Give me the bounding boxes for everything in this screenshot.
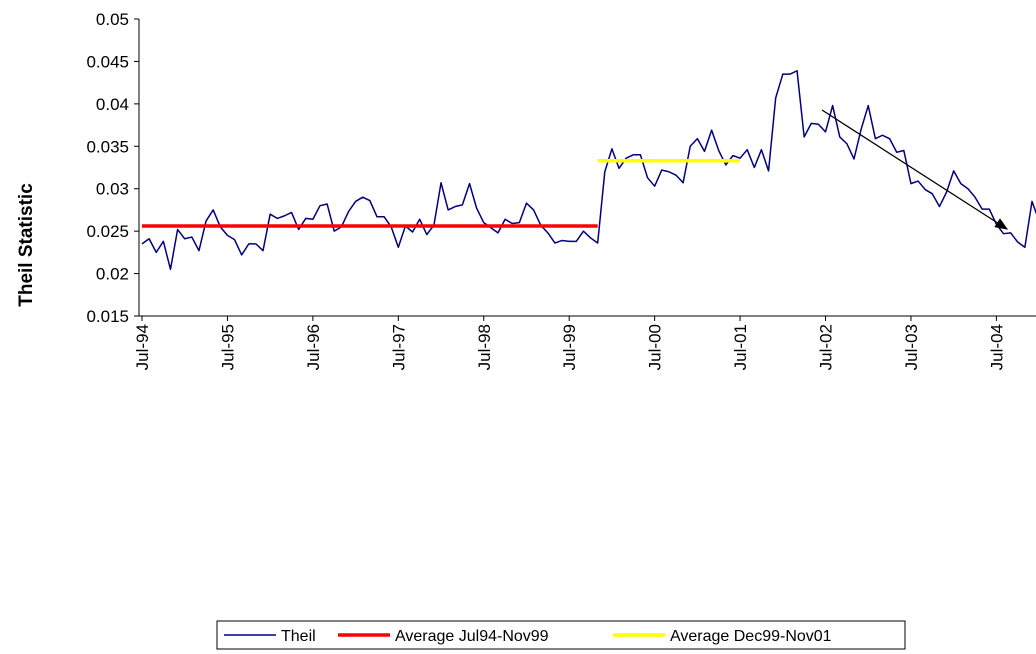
x-tick-label: Jul-02 <box>817 324 836 370</box>
legend-label: Average Dec99-Nov01 <box>670 628 832 645</box>
y-tick-label: 0.02 <box>96 265 129 284</box>
y-tick-label: 0.045 <box>86 52 129 71</box>
axes: 0.015 0.02 0.025 0.03 0.035 0.04 0.045 0.05 Jul-… <box>86 10 1036 370</box>
x-tick-label: Jul-04 <box>987 324 1006 370</box>
x-tick-label: Jul-96 <box>304 324 323 370</box>
x-tick-label: Jul-94 <box>133 324 152 370</box>
x-tick-label: Jul-99 <box>560 324 579 370</box>
x-tick-label: Jul-97 <box>389 324 408 370</box>
x-tick-label: Jul-98 <box>475 324 494 370</box>
series-group <box>141 70 1036 271</box>
y-axis-title: Theil Statistic <box>16 183 37 307</box>
x-tick-label: Jul-00 <box>646 324 665 370</box>
y-tick-label: 0.025 <box>86 222 129 241</box>
legend-box <box>216 620 906 650</box>
legend-label: Theil <box>281 628 316 645</box>
legend: Theil Average Jul94-Nov99 Average Dec99-No… <box>216 620 906 650</box>
y-tick-label: 0.05 <box>96 10 129 29</box>
y-tick-label: 0.04 <box>96 95 129 114</box>
y-tick-label: 0.03 <box>96 180 129 199</box>
series-line <box>141 70 1036 271</box>
trend-arrow <box>821 109 1009 230</box>
x-tick-label: Jul-95 <box>218 324 237 370</box>
y-tick-label: 0.015 <box>86 307 129 326</box>
legend-label: Average Jul94-Nov99 <box>395 628 549 645</box>
x-tick-label: Jul-01 <box>731 324 750 370</box>
y-tick-label: 0.035 <box>86 137 129 156</box>
x-tick-label: Jul-03 <box>902 324 921 370</box>
